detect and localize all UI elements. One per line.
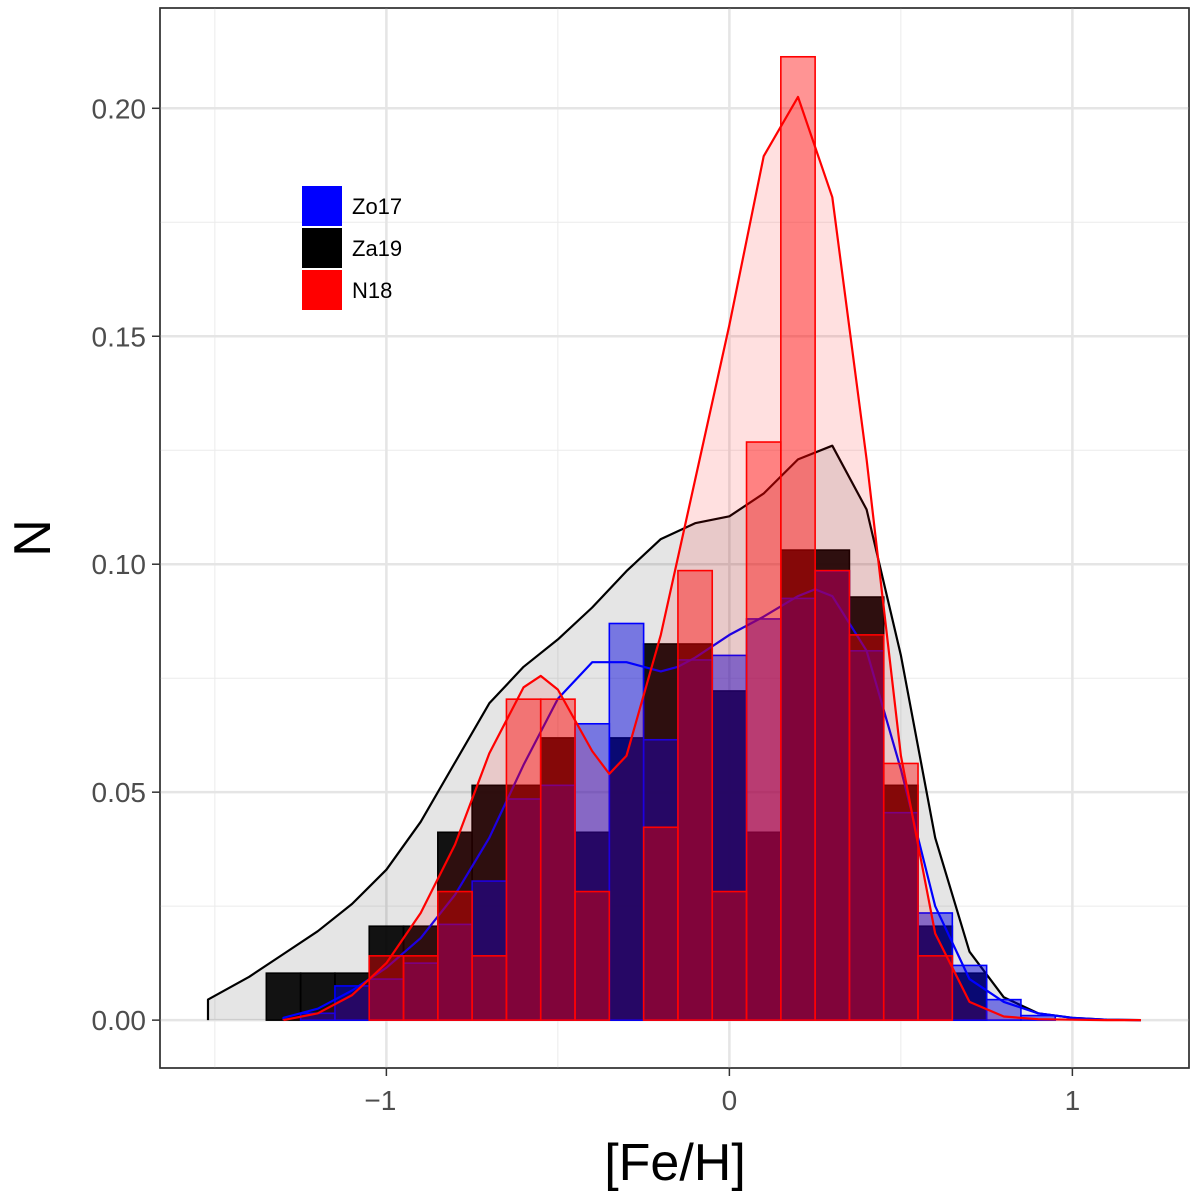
y-tick-label: 0.05 (92, 777, 147, 808)
za19-bar (814, 549, 851, 1021)
n18-bar (539, 698, 576, 1021)
legend: Zo17 Za19 N18 (302, 186, 402, 310)
za19-bar (711, 690, 748, 1021)
za19-series (206, 444, 1142, 1022)
legend-label-zo17: Zo17 (352, 194, 402, 219)
zo17-bar (505, 798, 542, 1021)
y-tick-label: 0.00 (92, 1005, 147, 1036)
n18-bar (642, 826, 679, 1021)
za19-bar (505, 784, 542, 1021)
n18-density-area (283, 96, 1142, 1021)
zo17-bar (437, 923, 473, 1021)
n18-density-line (282, 95, 1141, 1022)
legend-label-n18: N18 (352, 278, 392, 303)
n18-series (282, 55, 1142, 1022)
n18-bar (368, 955, 405, 1021)
n18-bar (882, 762, 919, 1021)
y-tick-label: 0.10 (92, 549, 147, 580)
za19-bar (917, 925, 954, 1021)
n18-bar (780, 55, 816, 1021)
za19-bar (882, 784, 919, 1021)
n18-bar (711, 890, 748, 1021)
n18-bar (677, 569, 714, 1021)
x-tick-label: 0 (722, 1085, 738, 1116)
n18-bar (437, 890, 473, 1021)
za19-bar (608, 737, 645, 1021)
y-axis-title: N (4, 519, 62, 557)
n18-bar (471, 955, 508, 1021)
plot-border (159, 7, 1190, 1069)
za19-bar (265, 972, 302, 1021)
legend-swatch-n18 (302, 270, 342, 310)
y-tick-label: 0.20 (92, 93, 147, 124)
axes (152, 107, 1074, 1076)
za19-bar (848, 596, 885, 1021)
n18-bar (574, 890, 611, 1021)
legend-swatch-za19 (302, 228, 342, 268)
y-tick-label: 0.15 (92, 321, 147, 352)
n18-bar (402, 955, 439, 1021)
n18-bar (745, 441, 782, 1021)
n18-bar (917, 955, 954, 1021)
x-tick-label: 1 (1065, 1085, 1081, 1116)
zo17-bar (780, 597, 816, 1021)
za19-density-line (206, 444, 1142, 1022)
n18-bar (814, 569, 851, 1021)
zo17-density-line (282, 588, 1142, 1022)
za19-bar (574, 831, 611, 1021)
n18-bar (505, 698, 542, 1021)
x-tick-label: −1 (364, 1085, 396, 1116)
y-tick-labels: 0.00 0.05 0.10 0.15 0.20 (92, 93, 147, 1036)
zo17-bar (608, 622, 645, 1021)
legend-swatch-zo17 (302, 186, 342, 226)
za19-bar (677, 643, 714, 1021)
x-tick-labels: −1 0 1 (364, 1085, 1080, 1116)
n18-bar (848, 634, 885, 1021)
x-axis-title: [Fe/H] (604, 1134, 746, 1192)
legend-label-za19: Za19 (352, 236, 402, 261)
grid (160, 8, 1189, 1068)
